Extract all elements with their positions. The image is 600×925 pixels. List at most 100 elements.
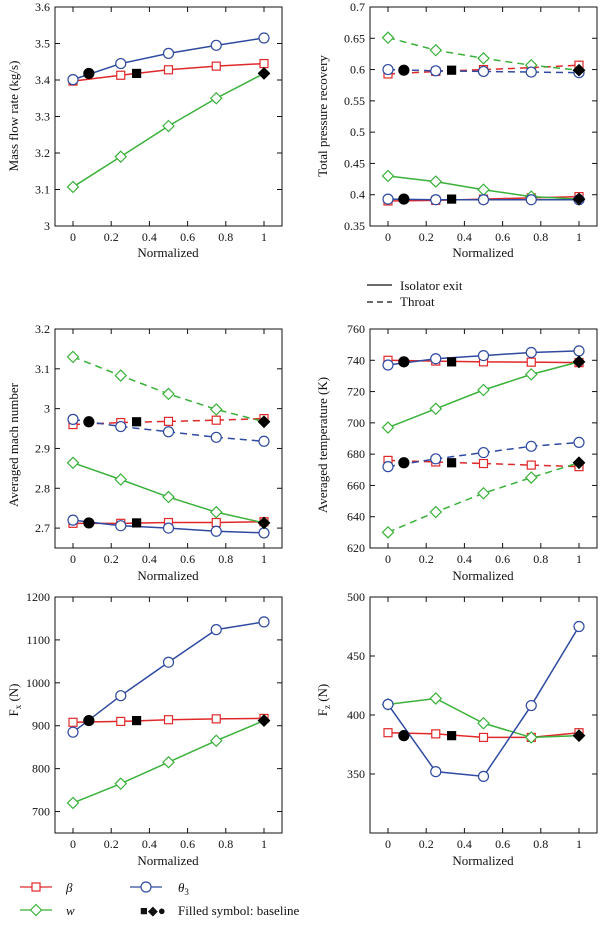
data-point-w [209, 734, 223, 748]
y-tick-label: 0.4 [350, 188, 365, 202]
baseline-point-theta [398, 356, 410, 368]
x-tick-label: 0 [385, 837, 391, 851]
series-line-theta-dashed [387, 68, 580, 74]
data-point-theta [525, 66, 537, 78]
y-tick-label: 3.1 [35, 362, 50, 376]
chart-averaged-temperature: Averaged temperature (K) Normalized 0 0.2… [315, 322, 598, 583]
data-point-theta [67, 726, 79, 738]
x-tick-label: 0.4 [457, 230, 472, 244]
legend-throat: Throat [400, 294, 435, 309]
legend-beta-label: β [65, 880, 73, 895]
y-tick-label: 3.3 [35, 110, 50, 124]
y-tick-label: 1200 [26, 590, 50, 604]
data-point-theta [210, 525, 222, 537]
y-tick-label: 0.45 [344, 156, 365, 170]
x-tick-label: 0.2 [419, 552, 434, 566]
baseline-point-theta [83, 517, 95, 529]
data-point-w [66, 350, 80, 364]
data-point-theta [382, 63, 394, 76]
data-point-w [114, 473, 128, 486]
x-tick-label: 0.2 [104, 230, 119, 244]
baseline-point-w [257, 415, 271, 429]
chart-fx: Fx (N) Normalized 0 0.2 0.4 0.6 0.8 1 700 800 90… [6, 590, 283, 868]
baseline-point-beta [132, 518, 142, 528]
data-point-theta [115, 520, 127, 532]
baseline-point-theta [398, 193, 410, 205]
x-tick-label: 0.6 [495, 552, 510, 566]
x-tick-label: 0.8 [218, 552, 233, 566]
baseline-point-theta [83, 714, 95, 727]
baseline-point-beta [447, 357, 457, 367]
x-axis-label: Normalized [452, 568, 514, 583]
line-style-legend: Isolator exit Throat [367, 278, 463, 309]
data-point-beta [116, 70, 126, 80]
y-tick-label: 450 [347, 649, 365, 663]
y-axis-label: Averaged temperature (K) [315, 377, 330, 513]
data-point-theta [430, 194, 442, 206]
legend-baseline: ■◆● Filled symbol: baseline [140, 903, 300, 918]
data-point-w [66, 796, 80, 810]
data-point-w [66, 456, 80, 470]
y-tick-label: 620 [347, 541, 365, 555]
y-tick-label: 900 [32, 719, 50, 733]
y-tick-label: 760 [347, 322, 365, 336]
y-tick-label: 3.2 [35, 146, 50, 160]
data-point-theta [115, 57, 127, 70]
data-point-w [209, 505, 223, 519]
y-tick-label: 2.9 [35, 441, 50, 455]
data-point-beta [431, 729, 441, 739]
x-axis-label: Normalized [137, 245, 199, 260]
y-axis-label: Fx (N) [6, 683, 23, 716]
y-tick-label: 0.65 [344, 31, 365, 45]
baseline-point-beta [447, 731, 457, 741]
data-point-theta [525, 346, 537, 359]
legend-isolator-exit: Isolator exit [400, 278, 463, 293]
data-point-w [429, 175, 443, 188]
plot-frame [54, 596, 283, 834]
data-point-theta [525, 194, 537, 206]
data-point-w [162, 387, 175, 401]
y-tick-label: 0.55 [344, 94, 365, 108]
y-tick-label: 0.6 [350, 63, 365, 77]
legend-baseline-symbols: ■◆● [140, 903, 166, 918]
baseline-point-w [572, 63, 586, 77]
y-tick-label: 3.1 [35, 183, 50, 197]
data-point-theta [210, 624, 222, 636]
legend-beta: β [20, 880, 73, 895]
data-point-w [477, 51, 490, 65]
data-point-beta [478, 732, 489, 743]
y-tick-label: 0.5 [350, 125, 365, 139]
y-tick-label: 700 [32, 805, 50, 819]
data-point-w [477, 486, 490, 500]
data-point-w [477, 383, 490, 397]
data-point-theta [525, 699, 537, 712]
x-axis-label: Normalized [452, 853, 514, 868]
data-point-theta [258, 616, 270, 628]
baseline-point-w [572, 355, 586, 369]
x-axis-label: Normalized [137, 853, 199, 868]
data-point-theta [573, 436, 585, 449]
data-point-theta [210, 39, 222, 51]
data-point-w [162, 119, 175, 133]
y-tick-label: 0.7 [350, 0, 365, 14]
baseline-point-theta [398, 64, 410, 76]
baseline-point-beta [132, 68, 142, 79]
data-point-w [381, 169, 395, 183]
y-axis-label: Fz (N) [315, 684, 332, 717]
data-point-theta [430, 65, 442, 77]
x-tick-label: 0.4 [142, 837, 157, 851]
x-tick-label: 0.8 [218, 837, 233, 851]
x-tick-label: 0.8 [218, 230, 233, 244]
data-point-theta [258, 32, 270, 44]
y-tick-label: 3.5 [35, 37, 50, 51]
series-line-beta-dashed [387, 459, 580, 468]
x-tick-label: 0.6 [180, 837, 195, 851]
x-tick-label: 0 [385, 230, 391, 244]
x-tick-label: 0.4 [457, 837, 472, 851]
y-tick-label: 3.6 [35, 0, 50, 14]
data-point-theta [525, 440, 537, 452]
legend-beta-square [31, 882, 41, 892]
data-point-theta [430, 353, 442, 365]
y-tick-label: 1000 [26, 676, 50, 690]
data-point-beta [163, 65, 174, 75]
